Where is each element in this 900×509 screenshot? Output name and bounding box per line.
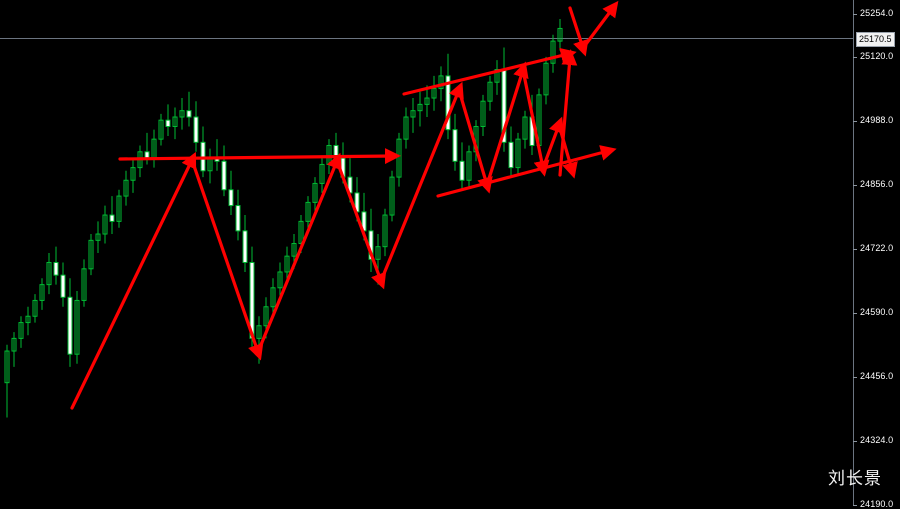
- candlestick: [515, 132, 521, 174]
- wedge-lower-trendline: [436, 145, 617, 198]
- candlestick: [557, 18, 563, 51]
- candlestick: [382, 208, 388, 257]
- wedge-zig-up-2: [541, 116, 565, 170]
- candlestick: [158, 113, 164, 146]
- candlestick: [193, 101, 199, 152]
- candlestick: [305, 196, 311, 231]
- candlestick: [550, 34, 556, 73]
- wedge-zig-down-1: [457, 88, 493, 194]
- candlestick: [130, 158, 136, 193]
- candlestick: [466, 145, 472, 187]
- candlestick: [123, 170, 129, 206]
- price-tick-mark: [853, 249, 857, 250]
- price-tick-label: 24324.0: [860, 435, 894, 445]
- wedge-zig-up-1: [485, 61, 529, 187]
- candlestick: [424, 85, 430, 118]
- price-scale-axis-line: [853, 0, 854, 506]
- correction-leg-2: [335, 159, 387, 290]
- wedge-zig-down-3: [557, 123, 578, 179]
- candlestick: [74, 290, 80, 364]
- candlestick: [88, 234, 94, 276]
- price-tick-mark: [853, 313, 857, 314]
- candlestick: [172, 107, 178, 140]
- price-tick-label: 24456.0: [860, 371, 894, 381]
- price-tick-label: 25120.0: [860, 51, 894, 61]
- candlestick: [60, 262, 66, 307]
- correction-leg-1: [190, 158, 264, 361]
- candlestick: [410, 98, 416, 133]
- wedge-upper-trendline: [402, 47, 577, 96]
- candlestick: [543, 56, 549, 105]
- current-price-label: 25170.5: [856, 32, 895, 47]
- projection-pullback: [568, 6, 589, 57]
- price-tick-label: 24722.0: [860, 243, 894, 253]
- candlestick: [417, 91, 423, 127]
- candlestick: [11, 332, 17, 367]
- candlestick: [165, 104, 171, 136]
- price-tick-label: 25254.0: [860, 8, 894, 18]
- candlestick: [228, 170, 234, 216]
- candlestick: [109, 196, 115, 235]
- price-tick-label: 24856.0: [860, 179, 894, 189]
- candlestick: [431, 75, 437, 111]
- candlestick: [116, 189, 122, 228]
- candlestick: [277, 262, 283, 301]
- candlestick: [186, 91, 192, 127]
- price-tick-label: 24190.0: [860, 499, 894, 509]
- candlestick: [4, 344, 10, 418]
- price-tick-mark: [853, 441, 857, 442]
- candlestick: [179, 98, 185, 130]
- candlestick: [312, 177, 318, 216]
- chart-plot-area[interactable]: [0, 0, 853, 506]
- projection-rally: [581, 0, 619, 50]
- impulse-leg-1: [70, 151, 197, 410]
- candlestick: [39, 278, 45, 310]
- candlestick: [81, 259, 87, 307]
- candlestick: [242, 215, 248, 272]
- price-scale[interactable]: 25254.0 25120.0 24988.0 24856.0 24722.0 24590…: [853, 0, 900, 509]
- candlestick: [445, 53, 451, 140]
- candlestick: [487, 75, 493, 111]
- candlestick: [46, 253, 52, 295]
- candlestick: [459, 142, 465, 190]
- watermark-text: 刘长景: [828, 469, 882, 489]
- wedge-zig-down-2: [521, 68, 550, 177]
- candlestick: [522, 110, 528, 149]
- impulse-leg-3: [379, 81, 464, 283]
- candlestick: [480, 94, 486, 136]
- candlestick: [235, 189, 241, 241]
- candlestick: [319, 158, 325, 193]
- candlestick: [403, 107, 409, 149]
- annotation-overlay: [70, 0, 619, 410]
- price-tick-mark: [853, 185, 857, 186]
- candlestick: [270, 278, 276, 317]
- candlestick: [53, 246, 59, 285]
- candlestick: [389, 170, 395, 222]
- price-tick-label: 24590.0: [860, 307, 894, 317]
- candlestick: [452, 113, 458, 171]
- price-tick-mark: [853, 57, 857, 58]
- candlestick: [494, 60, 500, 95]
- price-tick-mark: [853, 14, 857, 15]
- impulse-leg-2: [256, 152, 342, 354]
- current-price-line: [0, 38, 853, 39]
- candlestick: [221, 145, 227, 197]
- horizontal-resistance-arrow: [118, 148, 401, 165]
- price-tick-mark: [853, 377, 857, 378]
- candlestick: [508, 126, 514, 178]
- candlestick: [67, 278, 73, 367]
- candlestick: [95, 221, 101, 253]
- candlestick: [25, 306, 31, 336]
- candlestick: [18, 316, 24, 348]
- breakout-leg: [558, 49, 578, 177]
- price-tick-mark: [853, 121, 857, 122]
- price-tick-label: 24988.0: [860, 115, 894, 125]
- candlestick: [32, 294, 38, 323]
- candlestick: [102, 205, 108, 244]
